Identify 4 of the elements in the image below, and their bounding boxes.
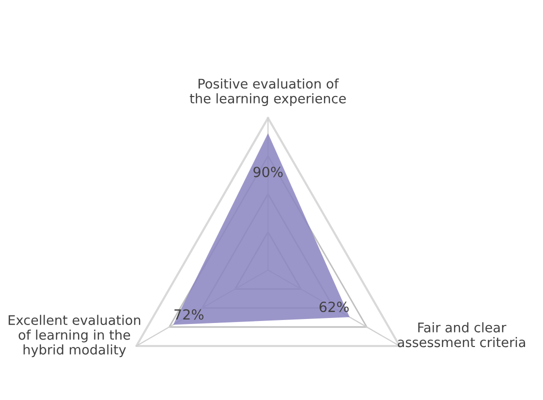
spoke-label: Fair and clear assessment criteria: [398, 322, 526, 348]
spoke-label: Excellent evaluation of learning in the hybrid modality: [8, 314, 140, 358]
text: 90%: [253, 166, 283, 178]
spoke-label: Positive evaluation of the learning experience: [190, 78, 346, 106]
